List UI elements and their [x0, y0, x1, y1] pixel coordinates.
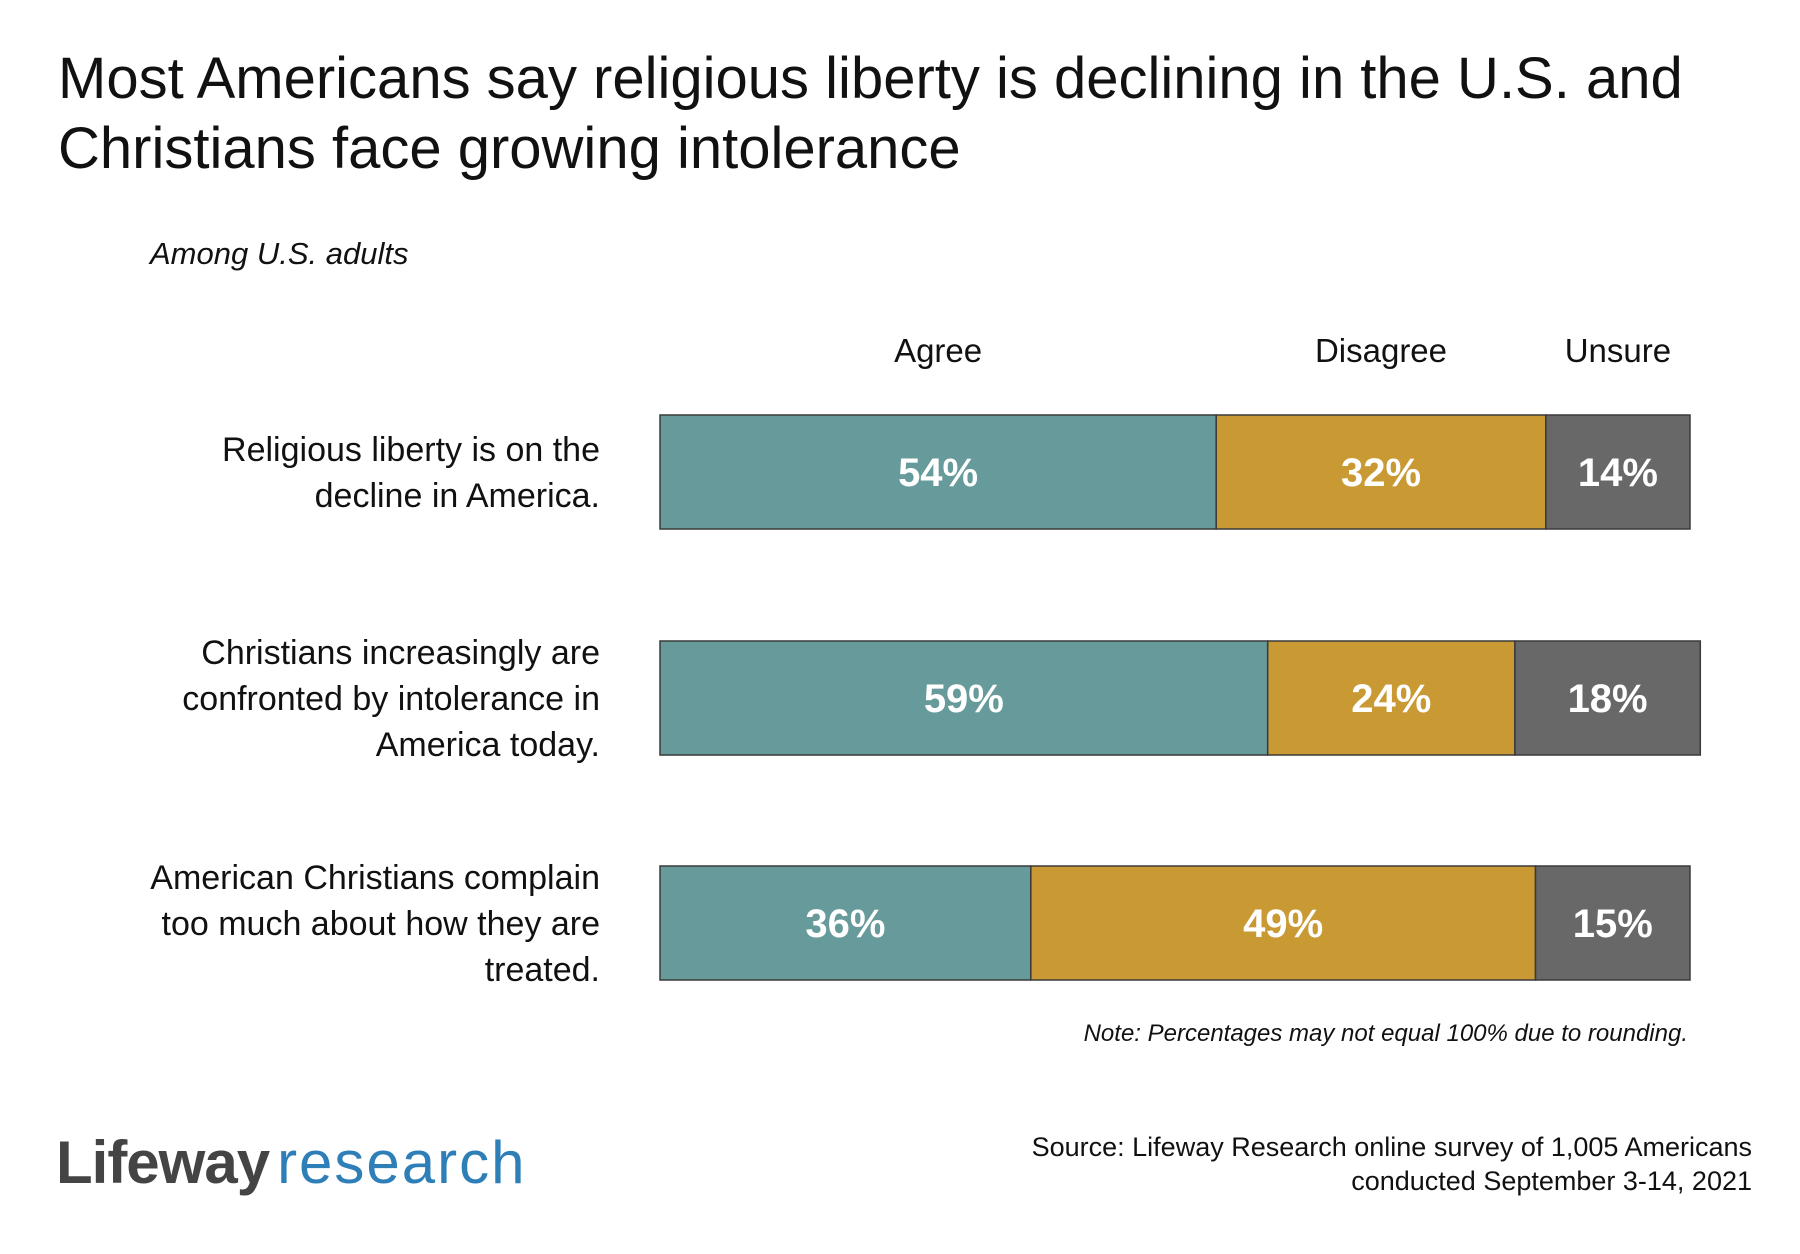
- data-label-disagree-row-1: 32%: [1341, 451, 1421, 495]
- category-label-3-line-2: too much about how they are: [162, 905, 601, 943]
- category-label-1-line-2: decline in America.: [315, 477, 600, 515]
- data-label-unsure-row-1: 14%: [1578, 451, 1658, 495]
- source-note: Source: Lifeway Research online survey o…: [1032, 1130, 1752, 1198]
- category-label-1-line-1: Religious liberty is on the: [222, 431, 600, 469]
- bar-disagree-row-1: [1215, 414, 1547, 530]
- bar-agree-row-2: [659, 640, 1269, 756]
- category-label-3-line-1: American Christians complain: [150, 859, 600, 897]
- legend-disagree: Disagree: [1315, 332, 1447, 369]
- category-label-2-line-2: confronted by intolerance in: [182, 680, 600, 718]
- data-label-disagree-row-2: 24%: [1351, 677, 1431, 721]
- rounding-note: Note: Percentages may not equal 100% due…: [1083, 1020, 1688, 1047]
- bar-unsure-row-3: [1534, 865, 1691, 981]
- data-label-agree-row-2: 59%: [924, 677, 1004, 721]
- data-label-disagree-row-3: 49%: [1243, 902, 1323, 946]
- category-label-2-line-1: Christians increasingly are: [201, 634, 600, 672]
- source-line-1: Source: Lifeway Research online survey o…: [1031, 1132, 1752, 1162]
- chart-title-line-1: Most Americans say religious liberty is …: [58, 46, 1683, 111]
- legend-agree: Agree: [894, 332, 982, 369]
- data-label-unsure-row-2: 18%: [1568, 677, 1648, 721]
- chart-title-line-2: Christians face growing intolerance: [58, 116, 961, 181]
- lifeway-research-logo: Lifeway research: [56, 1128, 527, 1198]
- category-label-2-line-3: America today.: [376, 726, 600, 764]
- data-label-agree-row-3: 36%: [805, 902, 885, 946]
- legend-unsure: Unsure: [1565, 332, 1671, 369]
- bar-disagree-row-2: [1266, 640, 1516, 756]
- category-label-3-line-3: treated.: [485, 951, 600, 989]
- logo-brand: Lifeway: [56, 1129, 270, 1196]
- chart-subtitle: Among U.S. adults: [150, 236, 409, 271]
- data-label-agree-row-1: 54%: [898, 451, 978, 495]
- logo-sub: research: [277, 1129, 527, 1196]
- chart-title: Most Americans say religious liberty is …: [58, 44, 1758, 184]
- bar-agree-row-3: [659, 865, 1032, 981]
- data-label-unsure-row-3: 15%: [1573, 902, 1653, 946]
- bar-unsure-row-2: [1514, 640, 1702, 756]
- bar-unsure-row-1: [1545, 414, 1691, 530]
- bar-disagree-row-3: [1030, 865, 1537, 981]
- source-line-2: conducted September 3-14, 2021: [1351, 1166, 1752, 1196]
